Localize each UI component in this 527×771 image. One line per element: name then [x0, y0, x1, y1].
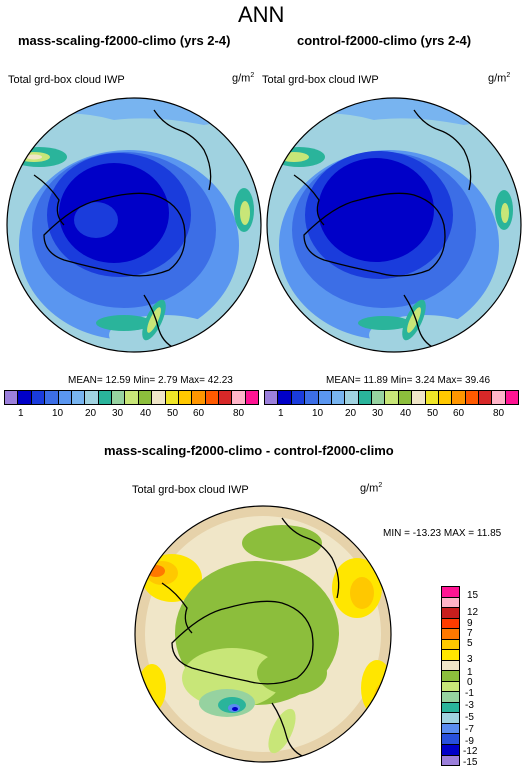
right-colorbar-label: 10 — [312, 408, 324, 419]
left-colorbar — [4, 390, 259, 405]
left-colorbar-label: 40 — [140, 408, 152, 419]
figure-title: ANN — [238, 2, 285, 27]
right-units-label: g/m2 — [488, 72, 511, 85]
diff-colorbar-label: -1 — [465, 688, 474, 699]
left-colorbar-label: 50 — [167, 408, 179, 419]
left-stats: MEAN= 12.59 Min= 2.79 Max= 42.23 — [68, 375, 233, 386]
left-colorbar-label: 1 — [18, 408, 24, 419]
right-polar-map — [266, 97, 522, 353]
diff-colorbar-label: -7 — [465, 724, 474, 735]
diff-colorbar-label: -9 — [465, 736, 474, 747]
diff-colorbar-label: 0 — [467, 677, 473, 688]
right-stats: MEAN= 11.89 Min= 3.24 Max= 39.46 — [326, 375, 491, 386]
left-panel-title: mass-scaling-f2000-climo (yrs 2-4) — [18, 33, 231, 48]
right-colorbar-label: 80 — [493, 408, 505, 419]
diff-colorbar — [441, 586, 460, 766]
diff-variable-label: Total grd-box cloud IWP — [132, 484, 249, 496]
right-colorbar-label: 60 — [453, 408, 465, 419]
diff-colorbar-label: 9 — [467, 618, 473, 629]
left-colorbar-label: 30 — [112, 408, 124, 419]
right-colorbar-label: 30 — [372, 408, 384, 419]
right-panel-title: control-f2000-climo (yrs 2-4) — [297, 33, 472, 48]
diff-colorbar-label: 3 — [467, 654, 473, 665]
diff-panel-title: mass-scaling-f2000-climo - control-f2000… — [104, 443, 394, 458]
left-units-label: g/m2 — [232, 72, 255, 85]
left-colorbar-label: 80 — [233, 408, 245, 419]
diff-colorbar-label: -15 — [463, 757, 478, 768]
diff-colorbar-label: 7 — [467, 628, 473, 639]
right-colorbar-label: 40 — [400, 408, 412, 419]
left-variable-label: Total grd-box cloud IWP — [8, 74, 125, 86]
diff-colorbar-label: 1 — [467, 667, 473, 678]
left-colorbar-label: 10 — [52, 408, 64, 419]
right-colorbar — [264, 390, 519, 405]
diff-colorbar-label: -3 — [465, 700, 474, 711]
diff-colorbar-label: 5 — [467, 638, 473, 649]
diff-polar-map — [134, 505, 392, 763]
left-colorbar-label: 60 — [193, 408, 205, 419]
diff-colorbar-label: -12 — [463, 746, 478, 757]
right-colorbar-label: 50 — [427, 408, 439, 419]
left-polar-map — [6, 97, 262, 353]
diff-colorbar-label: 12 — [467, 607, 479, 618]
left-colorbar-label: 20 — [85, 408, 97, 419]
right-colorbar-label: 1 — [278, 408, 284, 419]
right-variable-label: Total grd-box cloud IWP — [262, 74, 379, 86]
diff-units-label: g/m2 — [360, 482, 383, 495]
diff-colorbar-label: -5 — [465, 712, 474, 723]
diff-stats: MIN = -13.23 MAX = 11.85 — [383, 528, 502, 539]
diff-colorbar-label: 15 — [467, 590, 479, 601]
right-colorbar-label: 20 — [345, 408, 357, 419]
